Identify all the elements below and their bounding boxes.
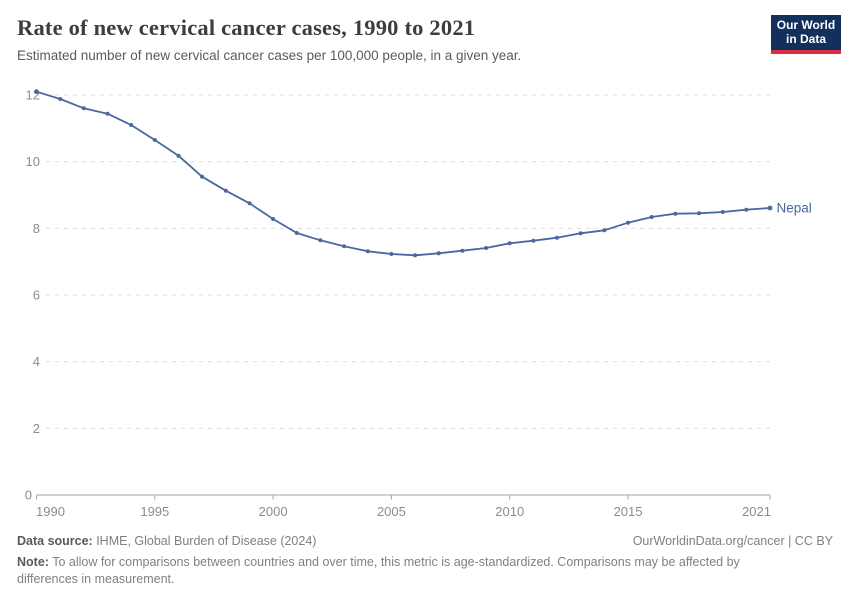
data-point[interactable] bbox=[697, 211, 701, 216]
chart-note: Note: To allow for comparisons between c… bbox=[17, 554, 792, 588]
y-axis-tick-label: 4 bbox=[33, 354, 40, 369]
data-point[interactable] bbox=[152, 138, 157, 142]
y-axis-tick-label: 6 bbox=[33, 288, 40, 303]
x-axis-tick-label: 2005 bbox=[377, 504, 406, 519]
owid-logo: Our World in Data bbox=[771, 15, 841, 54]
license-link[interactable]: OurWorldinData.org/cancer | CC BY bbox=[632, 534, 833, 548]
data-point[interactable] bbox=[342, 244, 347, 249]
data-point[interactable] bbox=[81, 106, 86, 111]
y-axis-tick-label: 10 bbox=[26, 154, 40, 169]
data-point[interactable] bbox=[129, 123, 134, 127]
x-axis-tick-label: 2010 bbox=[495, 504, 524, 519]
data-point[interactable] bbox=[247, 201, 252, 206]
data-point[interactable] bbox=[271, 217, 276, 221]
y-axis-tick-label: 0 bbox=[25, 488, 32, 503]
data-point[interactable] bbox=[673, 211, 678, 216]
data-point[interactable] bbox=[555, 235, 559, 240]
data-source: Data source: IHME, Global Burden of Dise… bbox=[17, 533, 316, 549]
data-point[interactable] bbox=[318, 238, 323, 243]
data-point[interactable] bbox=[720, 210, 725, 214]
owid-logo-line2: in Data bbox=[785, 31, 826, 46]
data-point[interactable] bbox=[767, 205, 773, 211]
data-point[interactable] bbox=[578, 231, 583, 236]
chart-header: Rate of new cervical cancer cases, 1990 … bbox=[17, 14, 750, 65]
data-point[interactable] bbox=[649, 215, 654, 219]
x-axis-tick-label: 2000 bbox=[259, 504, 288, 519]
owid-logo-line1: Our World bbox=[776, 18, 836, 32]
data-point[interactable] bbox=[365, 249, 370, 254]
data-point[interactable] bbox=[200, 174, 205, 179]
data-point[interactable] bbox=[223, 188, 228, 193]
data-point[interactable] bbox=[436, 251, 441, 256]
page-title: Rate of new cervical cancer cases, 1990 … bbox=[17, 15, 476, 40]
data-point[interactable] bbox=[507, 241, 512, 246]
data-point[interactable] bbox=[58, 97, 63, 101]
data-point[interactable] bbox=[389, 252, 394, 256]
data-point[interactable] bbox=[105, 111, 110, 116]
data-point[interactable] bbox=[602, 228, 607, 233]
x-axis-tick-label: 1995 bbox=[140, 504, 169, 519]
x-axis-tick-label: 2015 bbox=[614, 504, 643, 519]
series-end-label[interactable]: Nepal bbox=[777, 201, 812, 216]
chart-footer: Data source: IHME, Global Burden of Dise… bbox=[17, 533, 833, 588]
data-point[interactable] bbox=[626, 220, 630, 225]
data-point[interactable] bbox=[413, 253, 418, 258]
data-point[interactable] bbox=[176, 153, 181, 158]
y-axis-tick-label: 8 bbox=[33, 221, 40, 236]
data-point[interactable] bbox=[460, 248, 465, 253]
x-axis-tick-label: 2021 bbox=[742, 504, 771, 519]
data-source-label: Data source: bbox=[17, 534, 93, 548]
series-line-nepal[interactable] bbox=[35, 90, 771, 257]
data-point[interactable] bbox=[484, 246, 489, 250]
chart-note-text: To allow for comparisons between countri… bbox=[17, 555, 740, 587]
data-point[interactable] bbox=[294, 231, 299, 235]
data-point[interactable] bbox=[531, 238, 536, 243]
chart-note-label: Note: bbox=[17, 555, 49, 570]
data-point[interactable] bbox=[34, 89, 39, 95]
chart-subtitle: Estimated number of new cervical cancer … bbox=[17, 48, 522, 63]
y-axis-tick-label: 2 bbox=[33, 421, 40, 436]
data-point[interactable] bbox=[744, 207, 749, 212]
data-source-text: IHME, Global Burden of Disease (2024) bbox=[92, 534, 317, 548]
x-axis-tick-label: 1990 bbox=[36, 504, 65, 519]
